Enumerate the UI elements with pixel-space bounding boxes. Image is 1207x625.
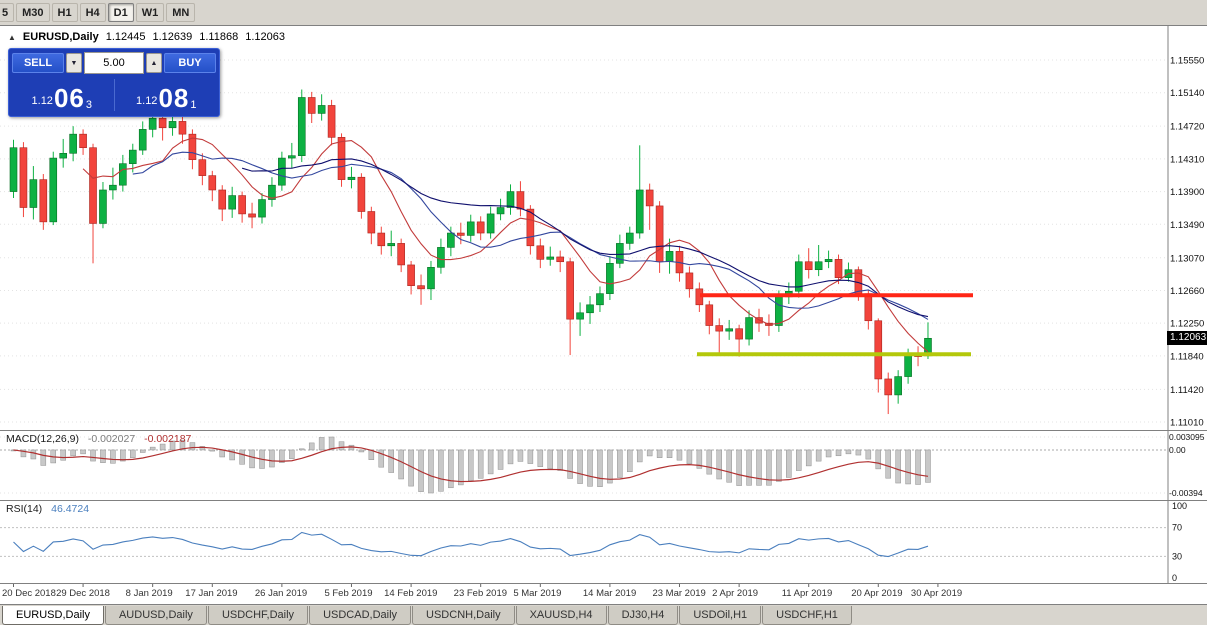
- svg-text:1.14310: 1.14310: [1170, 154, 1204, 165]
- sell-price-display[interactable]: 1.12 06 3: [12, 77, 112, 113]
- buy-price-small: 1.12: [136, 95, 158, 107]
- timeframe-button-w1[interactable]: W1: [135, 3, 165, 22]
- rsi-value: 46.4724: [51, 503, 90, 515]
- chart-tab-usdcnh-daily[interactable]: USDCNH,Daily: [412, 606, 515, 625]
- svg-text:0.00: 0.00: [1169, 445, 1186, 455]
- svg-text:1.15140: 1.15140: [1170, 88, 1204, 99]
- buy-price-pipette: 1: [190, 99, 197, 111]
- rsi-layer: [0, 527, 1166, 558]
- svg-text:20 Apr 2019: 20 Apr 2019: [851, 588, 902, 599]
- svg-text:11 Apr 2019: 11 Apr 2019: [782, 588, 833, 599]
- chart-tab-audusd-daily[interactable]: AUDUSD,Daily: [104, 606, 207, 625]
- timeframe-button-m5[interactable]: 5: [0, 3, 15, 22]
- buy-button[interactable]: BUY: [164, 53, 216, 73]
- svg-text:1.13490: 1.13490: [1170, 220, 1204, 231]
- ohlc-close: 1.12063: [245, 31, 285, 43]
- chart-tab-xauusd-h4[interactable]: XAUUSD,H4: [515, 606, 607, 625]
- symbol-label: EURUSD,Daily: [22, 31, 99, 43]
- chart-tab-usdoil-h1[interactable]: USDOil,H1: [679, 606, 762, 625]
- rsi-title: RSI(14): [6, 503, 43, 515]
- chevron-down-icon: ▼: [70, 59, 78, 67]
- svg-text:20 Dec 2018: 20 Dec 2018: [2, 588, 56, 599]
- ohlc-high: 1.12639: [152, 31, 193, 43]
- svg-text:5 Feb 2019: 5 Feb 2019: [324, 588, 372, 599]
- sell-price-small: 1.12: [31, 95, 53, 107]
- svg-text:23 Mar 2019: 23 Mar 2019: [652, 588, 705, 599]
- chart-tab-usdchf-h1[interactable]: USDCHF,H1: [762, 606, 852, 625]
- svg-text:14 Mar 2019: 14 Mar 2019: [583, 588, 636, 599]
- current-price-tag: 1.12063: [1167, 331, 1207, 345]
- support-resistance-lines: [697, 293, 973, 357]
- chart-tab-dj30-h4[interactable]: DJ30,H4: [607, 606, 679, 625]
- sell-button[interactable]: SELL: [12, 53, 64, 73]
- macd-layer: [0, 436, 1166, 494]
- chart-tabs-bar: EURUSD,Daily AUDUSD,Daily USDCHF,Daily U…: [0, 604, 1207, 625]
- svg-text:29 Dec 2018: 29 Dec 2018: [56, 588, 110, 599]
- one-click-trading-panel: SELL ▼ ▲ BUY 1.12 06 3 1.12 08 1: [8, 48, 220, 117]
- chart-tab-usdchf-daily[interactable]: USDCHF,Daily: [207, 606, 309, 625]
- svg-text:-0.00394: -0.00394: [1169, 488, 1203, 498]
- svg-text:0.003095: 0.003095: [1169, 432, 1205, 442]
- timeframe-button-m30[interactable]: M30: [16, 3, 50, 22]
- sell-price-big: 06: [53, 83, 85, 113]
- volume-decrease-button[interactable]: ▼: [66, 53, 82, 73]
- svg-text:1.13900: 1.13900: [1170, 187, 1204, 198]
- timeframe-button-mn[interactable]: MN: [166, 3, 196, 22]
- svg-text:1.11010: 1.11010: [1170, 418, 1204, 429]
- macd-header: MACD(12,26,9) -0.002027 -0.002187: [6, 433, 191, 445]
- svg-text:1.15550: 1.15550: [1170, 56, 1204, 67]
- svg-text:1.12250: 1.12250: [1170, 319, 1204, 330]
- ohlc-low: 1.11868: [199, 31, 239, 43]
- svg-text:17 Jan 2019: 17 Jan 2019: [185, 588, 237, 599]
- volume-input[interactable]: [84, 52, 144, 74]
- chart-tab-eurusd-daily[interactable]: EURUSD,Daily: [2, 606, 104, 625]
- macd-value: -0.002027: [87, 433, 136, 445]
- rsi-header: RSI(14) 46.4724: [6, 503, 89, 515]
- svg-text:1.12660: 1.12660: [1170, 286, 1204, 297]
- timeframe-button-h4[interactable]: H4: [79, 3, 106, 22]
- svg-text:2 Apr 2019: 2 Apr 2019: [712, 588, 758, 599]
- svg-text:1.11420: 1.11420: [1170, 385, 1204, 396]
- svg-text:30: 30: [1172, 551, 1182, 561]
- candles-layer: [9, 89, 932, 415]
- macd-title: MACD(12,26,9): [6, 433, 79, 445]
- sell-price-pipette: 3: [85, 99, 92, 111]
- svg-text:1.11840: 1.11840: [1170, 351, 1204, 362]
- chart-tab-usdcad-daily[interactable]: USDCAD,Daily: [309, 606, 412, 625]
- timeframe-button-h1[interactable]: H1: [51, 3, 78, 22]
- moving-averages-layer: [82, 137, 929, 353]
- buy-price-display[interactable]: 1.12 08 1: [117, 77, 217, 113]
- svg-text:100: 100: [1172, 501, 1187, 511]
- macd-signal-value: -0.002187: [144, 433, 192, 445]
- svg-text:1.14720: 1.14720: [1170, 122, 1204, 133]
- buy-price-big: 08: [158, 83, 190, 113]
- svg-text:26 Jan 2019: 26 Jan 2019: [255, 588, 307, 599]
- svg-text:0: 0: [1172, 573, 1177, 583]
- chart-ohlc-header: ▲ EURUSD,Daily 1.12445 1.12639 1.11868 1…: [8, 31, 285, 43]
- timeframe-toolbar: 5 M30 H1 H4 D1 W1 MN: [0, 0, 1207, 26]
- svg-text:30 Apr 2019: 30 Apr 2019: [911, 588, 962, 599]
- timeframe-button-d1[interactable]: D1: [107, 3, 134, 22]
- svg-text:23 Feb 2019: 23 Feb 2019: [454, 588, 507, 599]
- one-click-collapse-icon[interactable]: ▲: [8, 32, 16, 42]
- chevron-up-icon: ▲: [150, 59, 158, 67]
- svg-text:5 Mar 2019: 5 Mar 2019: [513, 588, 561, 599]
- svg-text:14 Feb 2019: 14 Feb 2019: [384, 588, 437, 599]
- axis-labels: 1.15550 1.15140 1.14720 1.14310 1.13900 1.134…: [2, 56, 1205, 600]
- svg-text:1.13070: 1.13070: [1170, 253, 1204, 264]
- svg-text:8 Jan 2019: 8 Jan 2019: [126, 588, 173, 599]
- ohlc-open: 1.12445: [105, 31, 146, 43]
- svg-text:70: 70: [1172, 523, 1182, 533]
- price-divider: [113, 79, 115, 111]
- volume-increase-button[interactable]: ▲: [146, 53, 162, 73]
- frame-lines: [0, 26, 1207, 584]
